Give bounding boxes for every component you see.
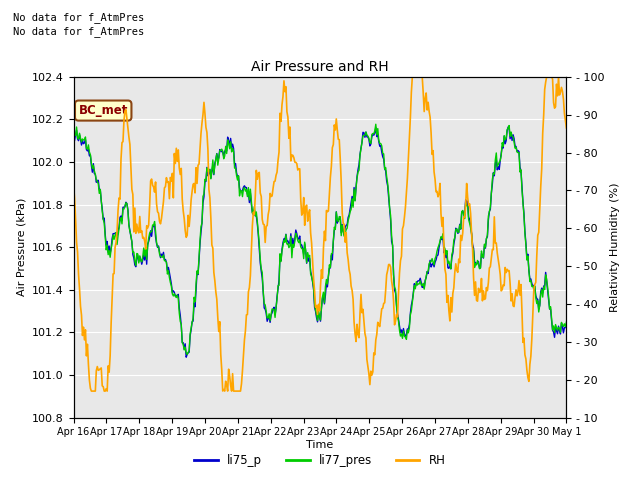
Title: Air Pressure and RH: Air Pressure and RH	[251, 60, 389, 74]
Text: No data for f_AtmPres: No data for f_AtmPres	[13, 26, 144, 37]
Text: No data for f_AtmPres: No data for f_AtmPres	[13, 12, 144, 23]
Y-axis label: Air Pressure (kPa): Air Pressure (kPa)	[17, 198, 26, 296]
X-axis label: Time: Time	[307, 440, 333, 450]
Y-axis label: Relativity Humidity (%): Relativity Humidity (%)	[610, 182, 620, 312]
Legend: li75_p, li77_pres, RH: li75_p, li77_pres, RH	[189, 449, 451, 472]
Text: BC_met: BC_met	[79, 104, 128, 117]
